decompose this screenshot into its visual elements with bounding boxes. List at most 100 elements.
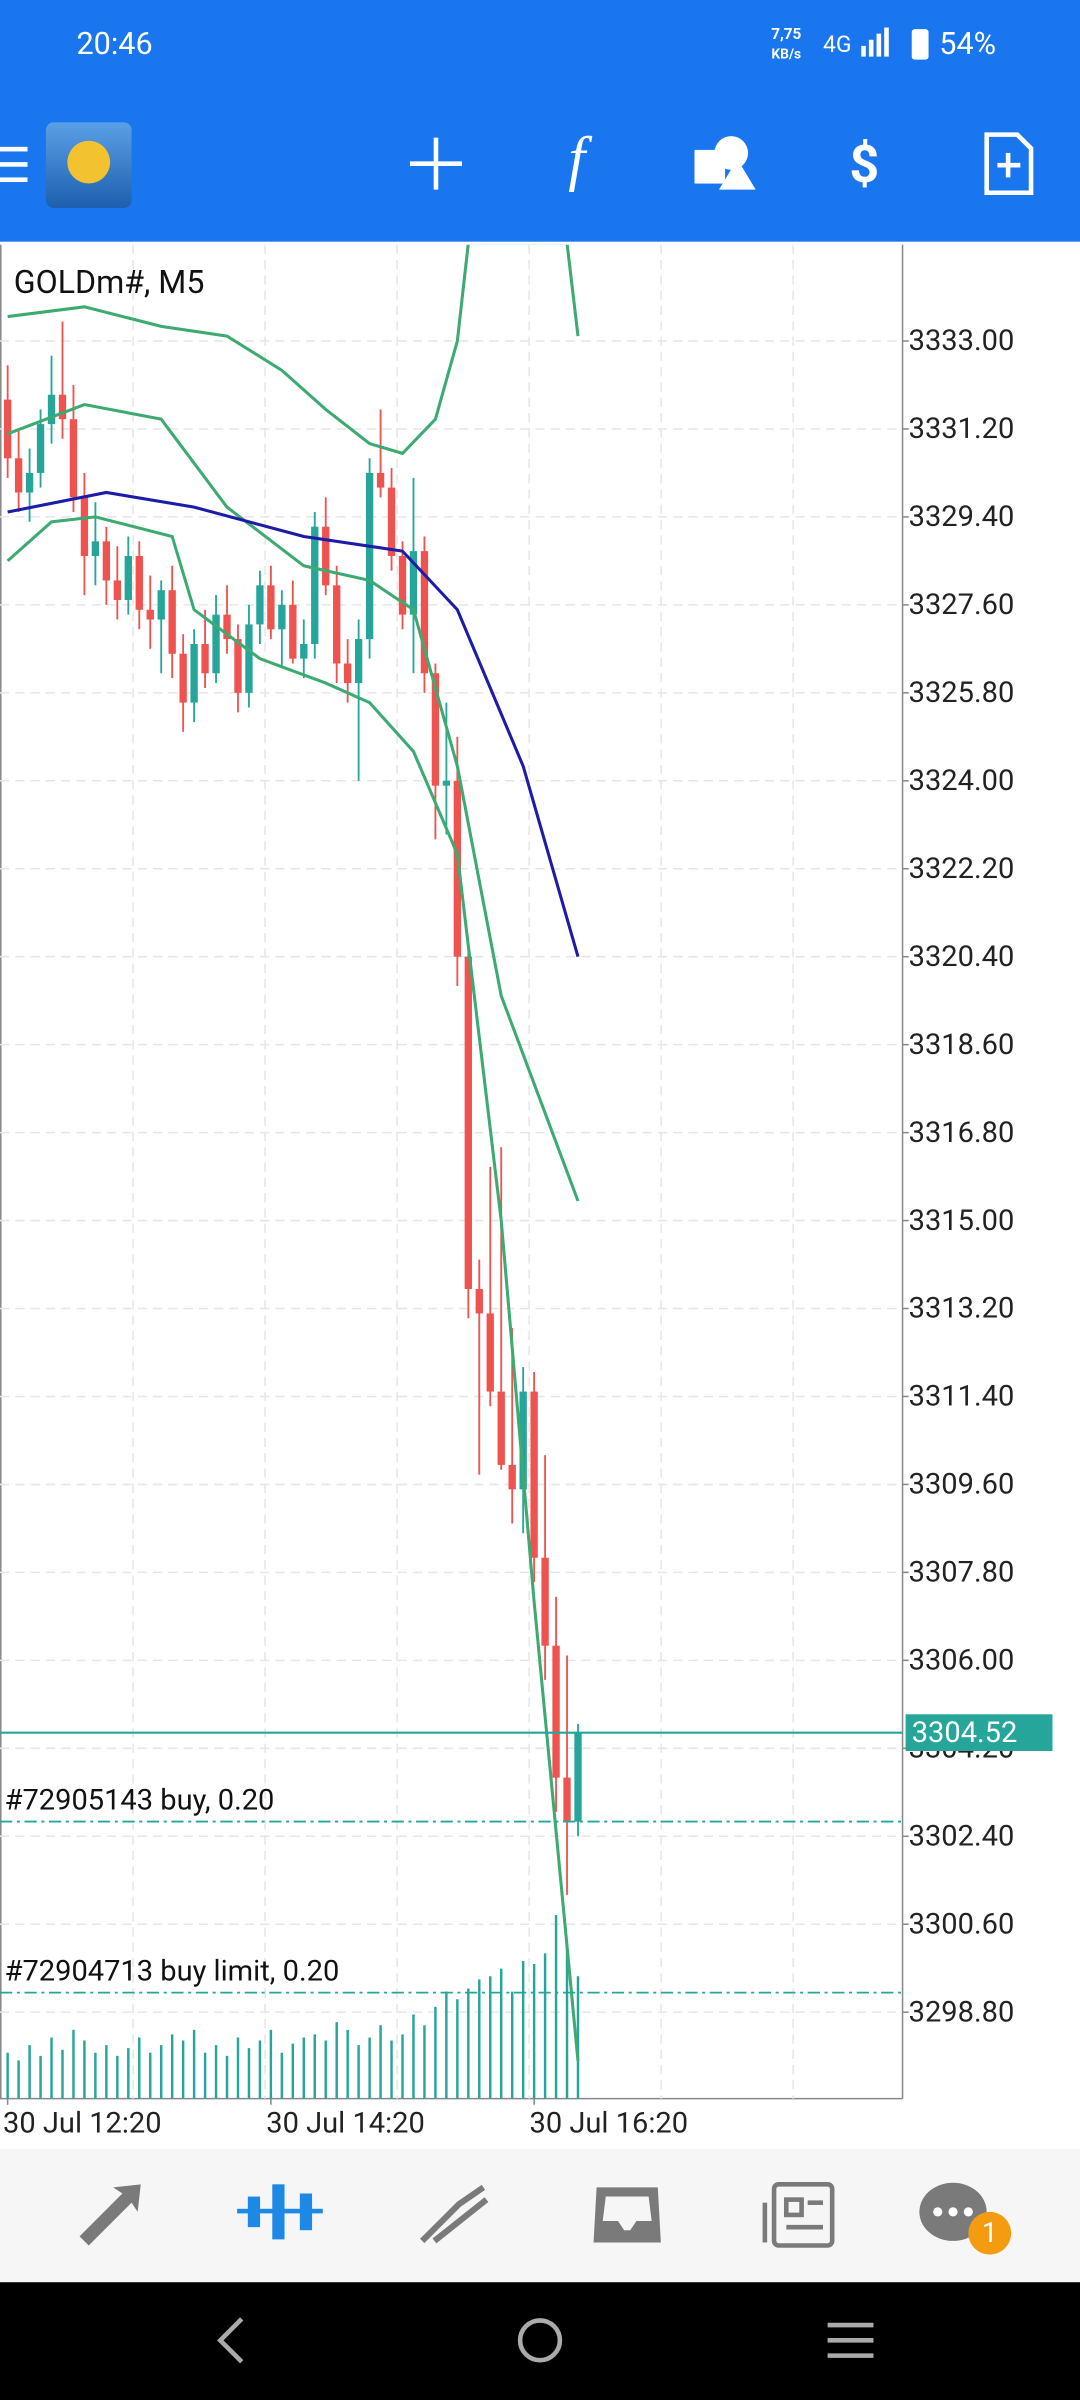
candle-body <box>179 653 187 703</box>
net-speed-unit: KB/s <box>771 47 801 63</box>
y-tick-label: 3300.60 <box>909 1907 1015 1941</box>
new-order-button[interactable] <box>984 132 1034 196</box>
candle-body <box>256 585 264 625</box>
candle-body <box>47 394 56 425</box>
candle-body <box>322 526 330 586</box>
indicator-line <box>6 515 580 2062</box>
candle-body <box>234 639 242 693</box>
candle-body <box>25 472 34 493</box>
candle-body <box>190 643 198 703</box>
chart-tab[interactable] <box>237 2184 323 2240</box>
y-tick-label: 3318.60 <box>909 1028 1015 1062</box>
candle-body <box>14 458 23 493</box>
quotes-tab[interactable] <box>79 2184 141 2246</box>
candle-body <box>223 614 231 640</box>
y-tick-label: 3306.00 <box>909 1644 1015 1678</box>
candle-body <box>300 643 308 659</box>
candle-body <box>245 624 253 693</box>
candle-body <box>289 604 297 659</box>
badge <box>968 2211 1012 2255</box>
y-tick-label: 3333.00 <box>909 324 1015 358</box>
candle-body <box>102 541 111 581</box>
signal-icon <box>861 27 889 57</box>
candle-body <box>124 556 132 600</box>
y-tick-label: 3331.20 <box>909 412 1015 446</box>
history-tab[interactable] <box>593 2187 661 2243</box>
candle-body <box>168 590 176 654</box>
indicator-line <box>7 490 580 958</box>
candle-body <box>519 1391 527 1490</box>
trade-tab[interactable] <box>420 2184 489 2244</box>
candle-body <box>343 663 352 684</box>
badge-count: 1 <box>982 2216 997 2249</box>
candle-body <box>69 419 78 498</box>
candle-body <box>311 526 319 644</box>
x-tick-label: 30 Jul 12:20 <box>3 2106 162 2140</box>
candle-body <box>354 639 363 684</box>
crosshair-button[interactable] <box>409 137 462 190</box>
candle-body <box>365 472 374 640</box>
y-tick-label: 3322.20 <box>909 852 1015 886</box>
order-label: #72904713 buy limit, 0.20 <box>5 1954 340 1988</box>
candle-body <box>453 780 462 957</box>
x-tick-label: 30 Jul 14:20 <box>266 2106 425 2140</box>
candle-body <box>157 590 165 620</box>
candle-body <box>267 585 275 630</box>
candle-body <box>376 472 385 488</box>
candle-body <box>36 424 45 473</box>
home-button[interactable] <box>517 2318 563 2363</box>
top-bar <box>0 0 1080 242</box>
candle-body <box>3 399 12 459</box>
candle-body <box>508 1464 516 1490</box>
y-tick-label: 3315.00 <box>909 1204 1015 1238</box>
candle-body <box>475 1288 483 1314</box>
system-nav <box>0 2282 1080 2400</box>
y-tick-label: 3309.60 <box>909 1468 1015 1502</box>
candle-body <box>387 487 396 557</box>
y-tick-label: 3311.40 <box>909 1380 1015 1414</box>
current-price-box <box>905 1714 1053 1752</box>
candle-body <box>563 1777 571 1822</box>
candle-body <box>442 780 451 786</box>
app-icon-logo <box>67 140 111 184</box>
menu-button[interactable] <box>0 146 28 183</box>
candle-body <box>58 394 67 420</box>
indicator-line <box>7 402 580 1202</box>
order-label: #72905143 buy, 0.20 <box>5 1783 275 1817</box>
news-tab[interactable] <box>762 2182 835 2248</box>
candle-body <box>398 556 407 615</box>
y-tick-label: 3325.80 <box>909 676 1015 710</box>
y-tick-label: 3307.80 <box>909 1556 1015 1590</box>
bottom-nav <box>0 2149 1080 2283</box>
candle-body <box>464 956 472 1289</box>
y-tick-label: 3316.80 <box>909 1116 1015 1150</box>
candle-body <box>135 556 143 610</box>
y-tick-label: 3329.40 <box>909 500 1015 534</box>
y-tick-label: 3298.80 <box>909 1995 1015 2029</box>
candle-body <box>541 1557 549 1646</box>
y-tick-label: 3302.40 <box>909 1819 1015 1853</box>
trade-button[interactable]: $ <box>849 134 879 195</box>
candle-body <box>409 551 418 615</box>
candle-body <box>486 1313 494 1392</box>
network-type: 4G <box>823 31 852 58</box>
candle-body <box>552 1645 560 1778</box>
candle-body <box>574 1732 582 1822</box>
clock: 20:46 <box>76 27 152 62</box>
candle-body <box>420 551 429 674</box>
indicator-line <box>7 244 580 456</box>
recents-button[interactable] <box>827 2322 874 2358</box>
candle-body <box>333 585 341 664</box>
candle-body <box>431 673 440 786</box>
candle-body <box>278 604 286 630</box>
objects-button[interactable] <box>694 136 756 190</box>
candle-body <box>80 497 89 557</box>
battery-level: 54% <box>939 27 996 62</box>
back-button[interactable] <box>217 2317 244 2364</box>
candle-body <box>530 1391 538 1558</box>
candle-body <box>113 580 122 600</box>
current-price-label: 3304.52 <box>912 1716 1018 1750</box>
candle-body <box>212 614 220 674</box>
y-tick-label: 3324.00 <box>909 764 1015 798</box>
